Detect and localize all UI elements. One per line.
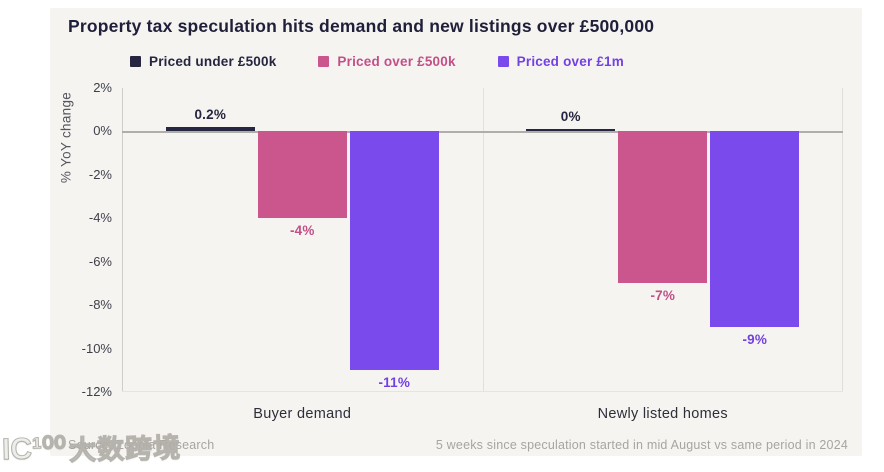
bar-new-listings-series-1 [618,131,708,284]
watermark-glyph-icon: IC¹⁰⁰ [1,431,67,467]
bar-buyer-demand-series-0 [165,127,255,132]
legend-label: Priced over £500k [337,54,456,69]
legend-swatch-icon [130,56,141,67]
y-tick-label: 2% [93,80,112,95]
source-text: Source: Zoopla Research [68,438,215,452]
legend-item: Priced over £1m [497,54,624,69]
legend-swatch-icon [318,56,330,67]
legend-item: Priced over £500k [318,54,455,69]
plot-bottom-edge [122,391,843,392]
bar-buyer-demand-series-1 [257,131,347,219]
y-tick-label: -2% [88,166,112,182]
legend-swatch-icon [497,56,509,67]
legend-label: Priced under £500k [149,54,277,69]
bar-value-label: -7% [650,288,676,304]
bar-buyer-demand-series-2 [349,131,439,371]
chart-title: Property tax speculation hits demand and… [68,16,655,36]
bar-value-label: -9% [742,331,768,347]
bar-new-listings-series-2 [710,131,800,327]
watermark-logo: IC¹⁰⁰ 大数跨境 [1,426,182,470]
bar-new-listings-series-0 [526,128,616,132]
y-tick-label: -10% [81,340,112,356]
y-tick-label: -12% [81,384,112,399]
plot-right-edge [842,88,843,392]
y-tick-label: -6% [88,253,112,269]
y-axis-line [122,88,123,392]
watermark-text: 大数跨境 [68,432,182,466]
bar-value-label: 0.2% [194,107,227,123]
bar-value-label: -11% [378,375,411,391]
legend: Priced under £500k Priced over £500k Price… [130,54,624,69]
legend-item: Priced under £500k [130,54,276,69]
plot-area: 0.2% -4% -11% 0% -7% -9% [122,88,843,392]
y-tick-label: -8% [88,297,112,313]
category-label: Buyer demand [253,406,352,422]
chart-card: Property tax speculation hits demand and… [50,8,862,456]
y-tick-label: 0% [93,123,112,139]
bar-value-label: -4% [289,223,315,239]
zero-line [122,131,843,133]
footnote-text: 5 weeks since speculation started in mid… [435,438,848,452]
y-tick-label: -4% [88,210,112,226]
legend-label: Priced over £1m [516,54,624,69]
footer: Source: Zoopla Research 5 weeks since sp… [68,438,848,452]
bar-value-label: 0% [560,108,581,124]
category-label: Newly listed homes [597,406,728,422]
panel-divider [482,88,484,392]
